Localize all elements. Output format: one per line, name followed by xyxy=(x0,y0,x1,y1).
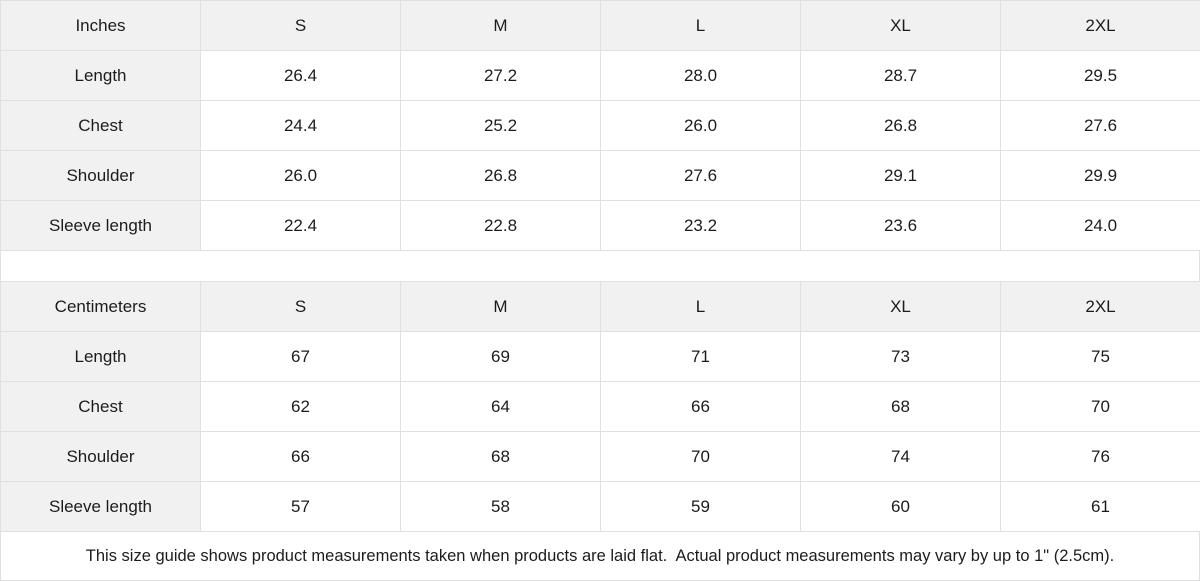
size-guide-note: This size guide shows product measuremen… xyxy=(0,532,1200,581)
table-cell: 74 xyxy=(801,432,1001,482)
size-column-header-m: M xyxy=(401,1,601,51)
table-header-row: Inches S M L XL 2XL xyxy=(1,1,1200,51)
table-cell: 28.0 xyxy=(601,51,801,101)
size-column-header-l: L xyxy=(601,1,801,51)
table-cell: 22.8 xyxy=(401,201,601,251)
table-cell: 76 xyxy=(1001,432,1200,482)
table-cell: 59 xyxy=(601,482,801,532)
row-label: Length xyxy=(1,51,201,101)
table-cell: 29.9 xyxy=(1001,151,1200,201)
table-cell: 27.2 xyxy=(401,51,601,101)
table-cell: 23.6 xyxy=(801,201,1001,251)
table-cell: 22.4 xyxy=(201,201,401,251)
table-cell: 28.7 xyxy=(801,51,1001,101)
row-label: Length xyxy=(1,332,201,382)
size-column-header-xl: XL xyxy=(801,282,1001,332)
table-cell: 70 xyxy=(601,432,801,482)
table-cell: 26.0 xyxy=(601,101,801,151)
table-row: Chest 62 64 66 68 70 xyxy=(1,382,1200,432)
table-row: Sleeve length 22.4 22.8 23.2 23.6 24.0 xyxy=(1,201,1200,251)
table-cell: 25.2 xyxy=(401,101,601,151)
size-column-header-2xl: 2XL xyxy=(1001,1,1200,51)
row-label: Shoulder xyxy=(1,432,201,482)
table-cell: 60 xyxy=(801,482,1001,532)
row-label: Chest xyxy=(1,382,201,432)
table-gap-spacer xyxy=(0,251,1200,281)
row-label: Sleeve length xyxy=(1,482,201,532)
table-cell: 61 xyxy=(1001,482,1200,532)
table-cell: 58 xyxy=(401,482,601,532)
size-column-header-s: S xyxy=(201,1,401,51)
size-column-header-l: L xyxy=(601,282,801,332)
table-row: Chest 24.4 25.2 26.0 26.8 27.6 xyxy=(1,101,1200,151)
table-row: Length 26.4 27.2 28.0 28.7 29.5 xyxy=(1,51,1200,101)
size-column-header-2xl: 2XL xyxy=(1001,282,1200,332)
table-row: Sleeve length 57 58 59 60 61 xyxy=(1,482,1200,532)
table-cell: 27.6 xyxy=(601,151,801,201)
table-cell: 29.1 xyxy=(801,151,1001,201)
table-cell: 73 xyxy=(801,332,1001,382)
table-cell: 64 xyxy=(401,382,601,432)
table-cell: 68 xyxy=(801,382,1001,432)
row-label: Chest xyxy=(1,101,201,151)
table-row: Shoulder 66 68 70 74 76 xyxy=(1,432,1200,482)
size-column-header-s: S xyxy=(201,282,401,332)
unit-header-inches: Inches xyxy=(1,1,201,51)
table-cell: 69 xyxy=(401,332,601,382)
table-header-row: Centimeters S M L XL 2XL xyxy=(1,282,1200,332)
table-cell: 67 xyxy=(201,332,401,382)
table-cell: 71 xyxy=(601,332,801,382)
table-cell: 29.5 xyxy=(1001,51,1200,101)
size-column-header-m: M xyxy=(401,282,601,332)
table-cell: 24.0 xyxy=(1001,201,1200,251)
table-cell: 62 xyxy=(201,382,401,432)
table-cell: 26.8 xyxy=(401,151,601,201)
table-row: Length 67 69 71 73 75 xyxy=(1,332,1200,382)
inches-table: Inches S M L XL 2XL Length 26.4 27.2 28.… xyxy=(0,0,1200,251)
table-cell: 24.4 xyxy=(201,101,401,151)
table-cell: 26.4 xyxy=(201,51,401,101)
table-cell: 66 xyxy=(201,432,401,482)
row-label: Sleeve length xyxy=(1,201,201,251)
table-cell: 75 xyxy=(1001,332,1200,382)
centimeters-table: Centimeters S M L XL 2XL Length 67 69 71… xyxy=(0,281,1200,532)
table-cell: 66 xyxy=(601,382,801,432)
table-cell: 23.2 xyxy=(601,201,801,251)
table-row: Shoulder 26.0 26.8 27.6 29.1 29.9 xyxy=(1,151,1200,201)
table-cell: 70 xyxy=(1001,382,1200,432)
table-cell: 57 xyxy=(201,482,401,532)
size-column-header-xl: XL xyxy=(801,1,1001,51)
row-label: Shoulder xyxy=(1,151,201,201)
table-cell: 27.6 xyxy=(1001,101,1200,151)
unit-header-centimeters: Centimeters xyxy=(1,282,201,332)
table-cell: 26.8 xyxy=(801,101,1001,151)
table-cell: 68 xyxy=(401,432,601,482)
table-cell: 26.0 xyxy=(201,151,401,201)
